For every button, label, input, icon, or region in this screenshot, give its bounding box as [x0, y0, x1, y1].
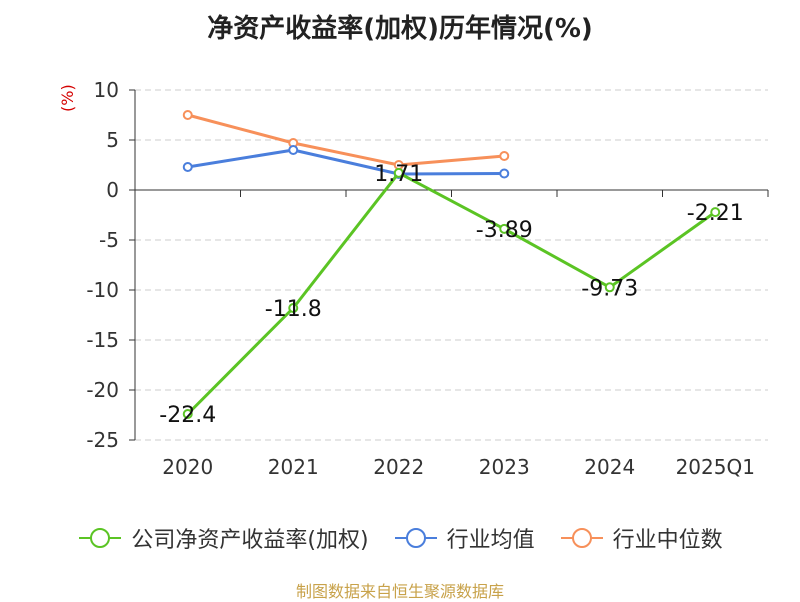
x-tick-label: 2021	[268, 455, 319, 479]
y-tick-label: -10	[86, 278, 119, 302]
data-label: -9.73	[581, 276, 638, 301]
legend-item[interactable]: 行业中位数	[559, 522, 723, 554]
legend-item[interactable]: 行业均值	[393, 522, 535, 554]
data-point	[710, 207, 721, 218]
x-tick-label: 2023	[479, 455, 530, 479]
series-line	[187, 148, 505, 176]
legend-marker	[571, 528, 592, 548]
legend-swatch-icon	[560, 528, 603, 548]
data-point	[499, 151, 510, 161]
data-point	[182, 409, 193, 419]
legend-swatch-icon	[79, 528, 122, 548]
y-tick-label: -20	[86, 378, 119, 402]
legend-label: 行业中位数	[612, 528, 723, 553]
data-point	[288, 303, 299, 313]
data-point	[393, 167, 404, 178]
legend-label: 公司净资产收益率(加权)	[131, 528, 369, 553]
data-label: 1.71	[374, 162, 423, 187]
legend-label: 行业均值	[446, 528, 535, 553]
legend-marker	[405, 528, 426, 548]
data-point	[499, 168, 510, 179]
legend-marker	[90, 528, 111, 548]
x-tick-label: 2024	[584, 455, 635, 479]
data-source-note: 制图数据来自恒生聚源数据库	[295, 582, 504, 601]
y-tick-label: -15	[86, 328, 119, 352]
data-point	[182, 162, 193, 172]
data-point	[604, 282, 615, 293]
series-line	[187, 113, 505, 167]
y-tick-label: 5	[106, 128, 119, 152]
data-label: -3.89	[476, 218, 533, 243]
x-tick-label: 2025Q1	[676, 455, 755, 479]
chart-legend: 公司净资产收益率(加权) 行业均值 行业中位数	[0, 518, 800, 558]
chart-title: 净资产收益率(加权)历年情况(%)	[207, 14, 593, 44]
series-line	[186, 171, 717, 416]
legend-item[interactable]: 公司净资产收益率(加权)	[77, 522, 369, 554]
y-tick-label: 10	[94, 78, 119, 102]
data-point	[288, 145, 299, 155]
y-tick-label: -5	[99, 228, 119, 252]
data-point	[499, 223, 510, 234]
x-tick-label: 2020	[162, 455, 213, 479]
legend-swatch-icon	[394, 528, 437, 548]
data-label: -2.21	[687, 201, 744, 226]
y-tick-label: 0	[106, 178, 119, 202]
data-point	[182, 110, 193, 120]
data-label: -22.4	[159, 403, 216, 428]
data-label: -11.8	[265, 297, 322, 322]
x-tick-label: 2022	[373, 455, 424, 479]
y-tick-label: -25	[86, 428, 119, 452]
